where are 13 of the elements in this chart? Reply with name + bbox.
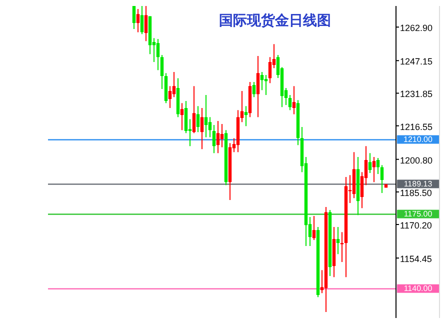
y-tick-label: 1185.50 [400,188,432,198]
y-tick-label: 1262.90 [400,23,433,34]
ref-line-label: 1210.00 [404,135,434,144]
y-tick-label: 1216.55 [400,122,433,132]
y-tick-label: 1200.80 [400,155,433,166]
y-tick-label: 1154.45 [400,254,432,264]
y-tick-label: 1231.85 [400,89,433,100]
ref-line-label: 1140.00 [404,284,433,294]
text: 国际现货金日线图 [219,12,331,28]
ref-line-label: 1189.13 [404,179,433,188]
ref-line-label: 1175.00 [404,210,433,219]
y-tick-label: 1170.20 [400,220,432,231]
y-tick-label: 1247.15 [400,56,433,67]
